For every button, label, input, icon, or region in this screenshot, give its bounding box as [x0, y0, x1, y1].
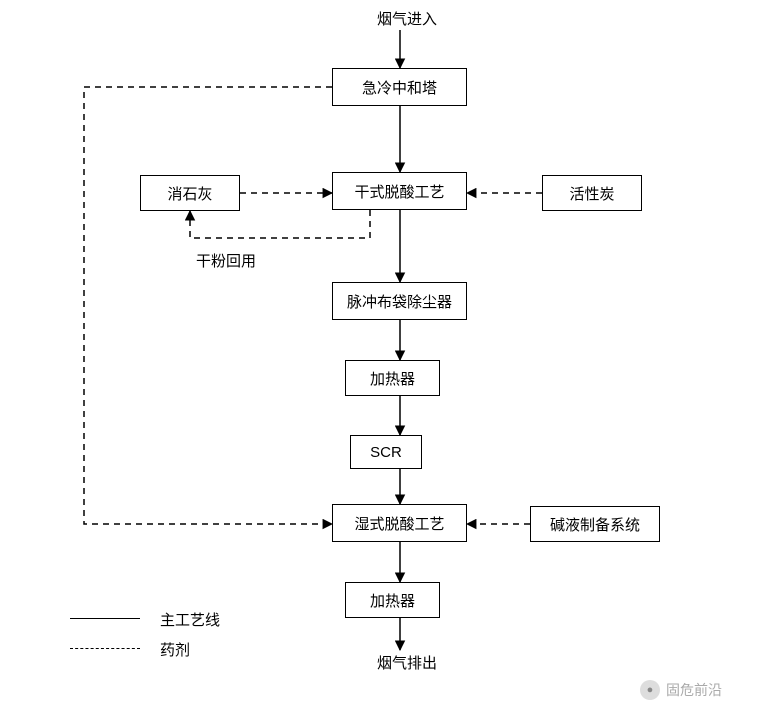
node-heater-1: 加热器 — [345, 360, 440, 396]
label-flue-gas-in: 烟气进入 — [377, 8, 437, 29]
flowchart-canvas: { "diagram": { "type": "flowchart", "bac… — [0, 0, 775, 716]
edge-n1-n6 — [84, 87, 332, 524]
node-label: 急冷中和塔 — [362, 77, 437, 98]
node-label: 加热器 — [370, 590, 415, 611]
node-scr: SCR — [350, 435, 422, 469]
node-label: 活性炭 — [569, 183, 614, 204]
node-heater-2: 加热器 — [345, 582, 440, 618]
chat-bubble-icon: ● — [640, 680, 660, 700]
legend-solid-line — [70, 618, 140, 619]
node-label: 碱液制备系统 — [550, 514, 640, 535]
node-label: 脉冲布袋除尘器 — [347, 291, 452, 312]
node-slaked-lime: 消石灰 — [140, 175, 240, 211]
node-label: 湿式脱酸工艺 — [354, 513, 444, 534]
legend-dashed-line — [70, 648, 140, 649]
node-alkali-prep: 碱液制备系统 — [530, 506, 660, 542]
label-powder-recycle: 干粉回用 — [196, 250, 256, 271]
node-label: SCR — [370, 444, 402, 461]
edge-n2-lime — [190, 210, 370, 238]
node-dry-deacid: 干式脱酸工艺 — [332, 172, 467, 210]
watermark-text: 固危前沿 — [666, 680, 722, 700]
legend-dashed-label: 药剂 — [160, 639, 190, 660]
node-activated-carbon: 活性炭 — [542, 175, 642, 211]
node-quench-tower: 急冷中和塔 — [332, 68, 467, 106]
node-baghouse: 脉冲布袋除尘器 — [332, 282, 467, 320]
node-label: 干式脱酸工艺 — [354, 181, 444, 202]
node-label: 消石灰 — [167, 183, 212, 204]
watermark: ● 固危前沿 — [640, 680, 722, 700]
node-label: 加热器 — [370, 368, 415, 389]
label-flue-gas-out: 烟气排出 — [377, 652, 437, 673]
node-wet-deacid: 湿式脱酸工艺 — [332, 504, 467, 542]
legend-solid-label: 主工艺线 — [160, 609, 220, 630]
